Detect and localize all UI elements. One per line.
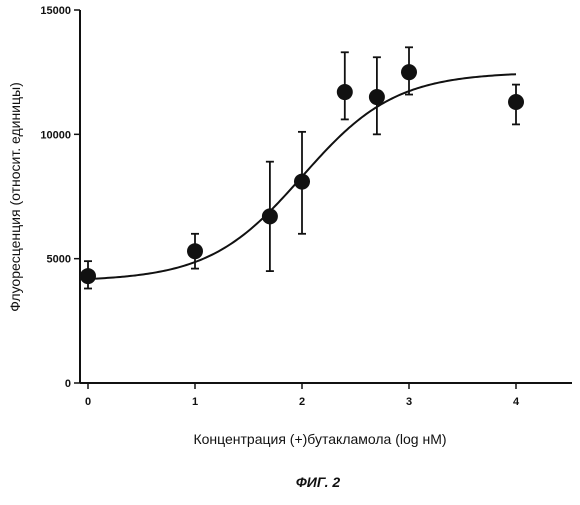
- y-tick-label: 10000: [40, 129, 71, 141]
- data-point: [187, 243, 203, 259]
- data-point-group: [80, 261, 96, 288]
- data-point-group: [294, 132, 310, 234]
- x-tick-label: 1: [192, 396, 198, 408]
- data-point: [508, 94, 524, 110]
- data-points-layer: [80, 47, 524, 288]
- y-axis-title: Флуоресценция (относит. единицы): [7, 82, 23, 312]
- x-axis-title: Концентрация (+)бутакламола (log нМ): [193, 431, 446, 447]
- data-point-group: [508, 85, 524, 125]
- data-point: [262, 208, 278, 224]
- x-tick-label: 0: [85, 396, 91, 408]
- y-tick-label: 5000: [47, 254, 71, 266]
- data-point: [337, 84, 353, 100]
- axes: [80, 10, 572, 383]
- data-point: [294, 174, 310, 190]
- data-point-group: [369, 57, 385, 134]
- x-tick-label: 4: [513, 396, 520, 408]
- y-tick-label: 15000: [40, 5, 71, 17]
- data-point: [401, 64, 417, 80]
- data-point: [369, 89, 385, 105]
- x-tick-label: 2: [299, 396, 305, 408]
- x-tick-label: 3: [406, 396, 412, 408]
- data-point-group: [262, 162, 278, 271]
- data-point-group: [401, 47, 417, 94]
- ticks: 0 1 2 3 4 0 5000 10000 15000: [40, 5, 520, 408]
- y-tick-label: 0: [65, 378, 71, 390]
- data-point-group: [337, 52, 353, 119]
- figure-caption: ФИГ. 2: [296, 474, 340, 490]
- data-point: [80, 268, 96, 284]
